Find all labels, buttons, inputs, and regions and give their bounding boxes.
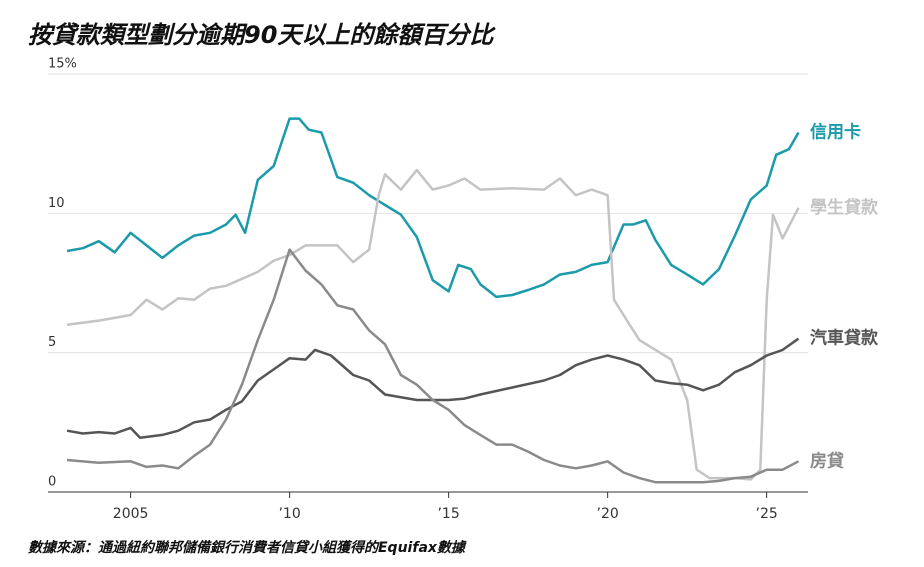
- source-note: 數據來源：通過紐約聯邦儲備銀行消費者信貸小組獲得的Equifax數據: [28, 539, 467, 556]
- x-tick-label: 2005: [113, 506, 149, 522]
- x-tick-label: ’10: [278, 506, 300, 522]
- y-tick-label: 5: [48, 335, 56, 350]
- y-tick-label: 15%: [48, 57, 77, 72]
- x-tick-label: ’15: [437, 506, 459, 522]
- x-tick-label: ’20: [597, 506, 619, 522]
- series-line: [66, 337, 800, 439]
- x-tick-label: ’25: [756, 506, 778, 522]
- series-line: [66, 248, 800, 484]
- chart-title: 按貸款類型劃分逾期90天以上的餘額百分比: [28, 21, 496, 49]
- y-tick-label: 10: [48, 196, 65, 211]
- series-line: [66, 168, 800, 481]
- series-label: 信用卡: [810, 122, 861, 143]
- series-label: 學生貸款: [810, 197, 879, 218]
- series-line: [66, 117, 800, 299]
- y-tick-label: 0: [48, 475, 56, 490]
- series-label: 房貸: [810, 450, 844, 471]
- series-label: 汽車貸款: [810, 328, 879, 349]
